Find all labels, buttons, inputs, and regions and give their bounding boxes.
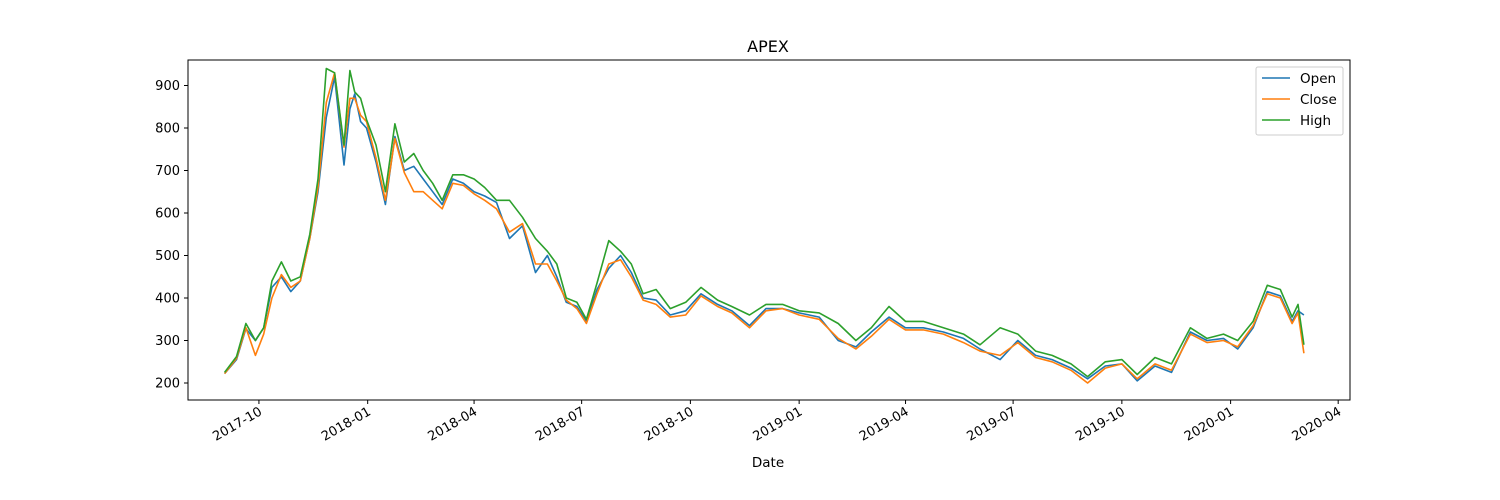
series-line-close — [223, 72, 1305, 384]
legend-box — [1255, 66, 1344, 136]
legend-label-high: High — [1300, 113, 1331, 129]
legend-label-open: Open — [1300, 71, 1336, 87]
series-line-high — [223, 67, 1305, 378]
series-lines — [223, 67, 1305, 384]
series-line-open — [223, 76, 1305, 382]
legend: Open Close High — [1255, 66, 1344, 136]
y-tick-label: 900 — [155, 79, 180, 94]
y-tick-label: 500 — [155, 249, 180, 264]
y-tick-label: 700 — [155, 164, 180, 179]
y-tick-label: 300 — [155, 334, 180, 349]
y-tick-label: 600 — [155, 207, 180, 222]
legend-label-close: Close — [1300, 92, 1337, 108]
y-tick-label: 400 — [155, 292, 180, 307]
y-axis: 200 300 400 500 600 700 800 900 — [155, 79, 188, 392]
y-tick-label: 200 — [155, 377, 180, 392]
x-axis-label: Date — [752, 455, 784, 471]
axes-frame — [187, 59, 1351, 401]
y-tick-label: 800 — [155, 122, 180, 137]
chart-title: APEX — [747, 37, 789, 56]
